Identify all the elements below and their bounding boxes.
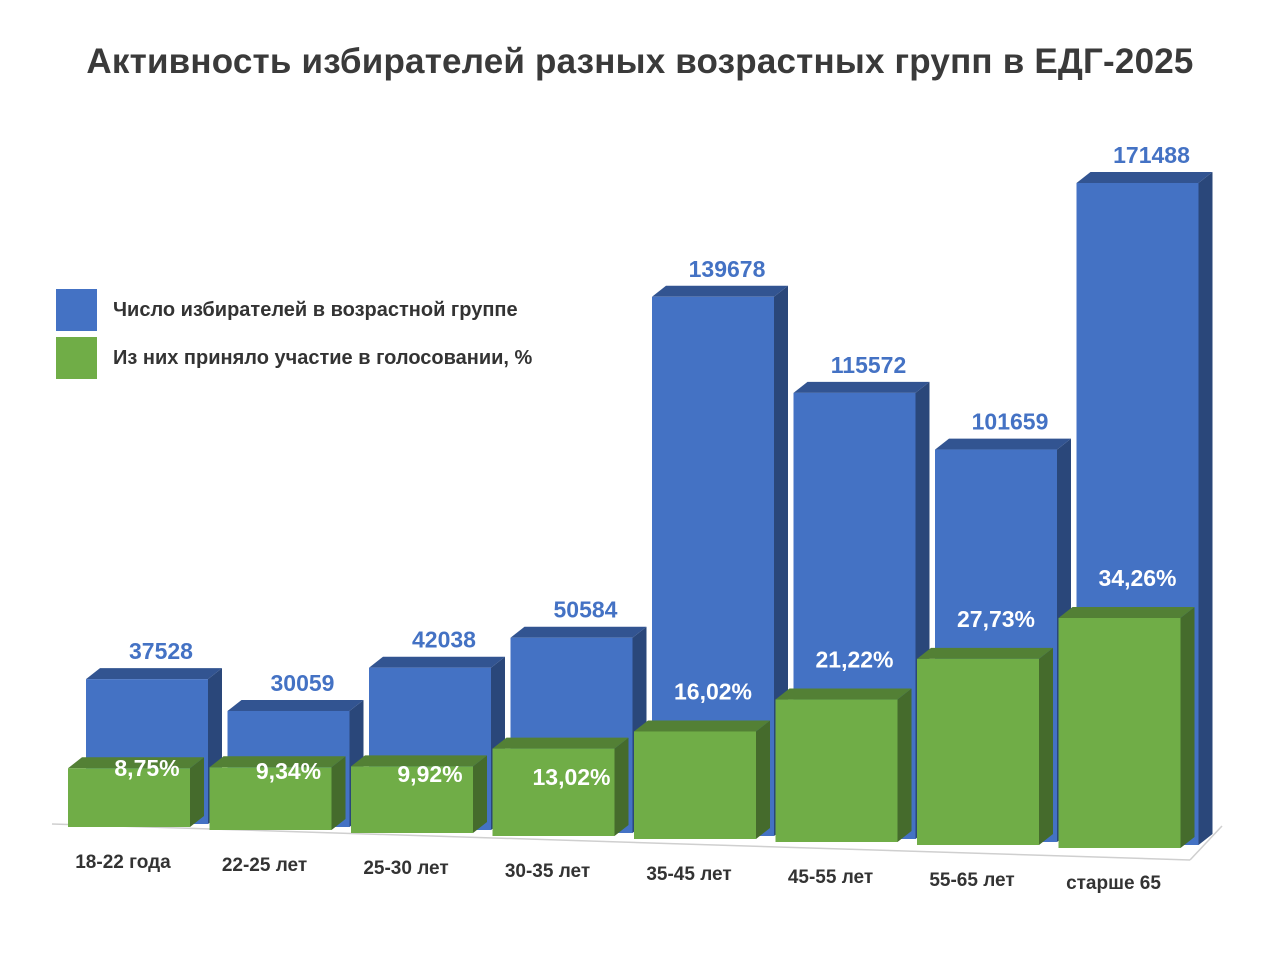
bar-voters-4-top [510, 626, 647, 638]
label-turnout-3: 9,92% [397, 761, 462, 787]
bar-turnout-7-top [917, 647, 1053, 659]
bar-turnout-6-side [897, 688, 912, 842]
bar-turnout-6-top [775, 688, 912, 700]
label-turnout-1: 8,75% [114, 755, 179, 781]
label-voters-2: 30059 [271, 670, 335, 696]
category-label-3: 25-30 лет [363, 858, 448, 879]
bar-voters-1-top [86, 668, 222, 680]
legend-label-turnout: Из них приняло участие в голосовании, % [113, 346, 533, 369]
chart-floor-edge [1189, 825, 1223, 861]
label-voters-4: 50584 [554, 597, 618, 623]
legend: Число избирателей в возрастной группе Из… [56, 288, 532, 384]
bar-turnout-3-side [473, 755, 487, 833]
label-turnout-6: 21,22% [815, 647, 893, 673]
bar-turnout-3-top [351, 755, 487, 767]
label-turnout-8: 34,26% [1098, 565, 1176, 591]
bar-turnout-8 [1058, 618, 1181, 848]
category-label-4: 30-35 лет [505, 861, 590, 882]
bar-turnout-1 [68, 768, 190, 827]
bar-turnout-2-top [209, 756, 346, 768]
bar-turnout-7 [917, 658, 1039, 845]
bar-turnout-5 [634, 731, 756, 839]
label-voters-3: 42038 [412, 627, 476, 653]
category-label-1: 18-22 года [75, 852, 171, 873]
label-voters-8: 171488 [1113, 142, 1190, 168]
label-voters-6: 115572 [831, 352, 906, 378]
bar-voters-8-side [1198, 172, 1213, 845]
bar-voters-8-top [1076, 172, 1213, 183]
bar-turnout-4 [492, 748, 615, 836]
bar-turnout-1-side [190, 757, 204, 827]
label-turnout-5: 16,02% [674, 678, 752, 704]
bar-turnout-8-top [1058, 607, 1195, 618]
bar-turnout-2-side [331, 756, 346, 830]
bar-turnout-6 [775, 699, 898, 842]
bar-turnout-2 [209, 767, 332, 830]
label-turnout-4: 13,02% [532, 764, 610, 790]
bar-voters-2-top [227, 699, 364, 711]
category-label-2: 22-25 лет [222, 855, 307, 876]
category-label-7: 55-65 лет [929, 870, 1014, 891]
legend-label-voters: Число избирателей в возрастной группе [113, 298, 518, 321]
category-label-5: 35-45 лет [646, 864, 731, 885]
label-voters-7: 101659 [972, 409, 1049, 435]
bar-turnout-1-top [68, 757, 204, 769]
bar-voters-6-top [793, 381, 930, 393]
legend-swatch-voters [56, 289, 97, 331]
legend-swatch-turnout [56, 337, 97, 379]
bar-voters-3-top [369, 656, 505, 668]
bar-turnout-5-side [756, 720, 770, 839]
bar-turnout-7-side [1039, 647, 1053, 845]
label-voters-1: 37528 [129, 638, 193, 664]
bar-turnout-4-top [492, 737, 629, 749]
bar-turnout-4-side [614, 737, 629, 836]
bar-turnout-3 [351, 766, 473, 833]
label-voters-5: 139678 [689, 256, 766, 282]
label-turnout-2: 9,34% [256, 758, 321, 784]
category-label-8: старше 65 [1066, 873, 1161, 894]
label-turnout-7: 27,73% [957, 606, 1035, 632]
chart-title: Активность избирателей разных возрастных… [86, 42, 1194, 81]
bar-turnout-8-side [1180, 607, 1195, 848]
legend-item-voters: Число избирателей в возрастной группе [56, 288, 532, 332]
bar-voters-7-top [935, 438, 1071, 450]
category-label-6: 45-55 лет [788, 867, 873, 888]
bar-turnout-5-top [634, 720, 770, 732]
bar-voters-5-top [652, 285, 788, 297]
legend-item-turnout: Из них приняло участие в голосовании, % [56, 336, 532, 380]
